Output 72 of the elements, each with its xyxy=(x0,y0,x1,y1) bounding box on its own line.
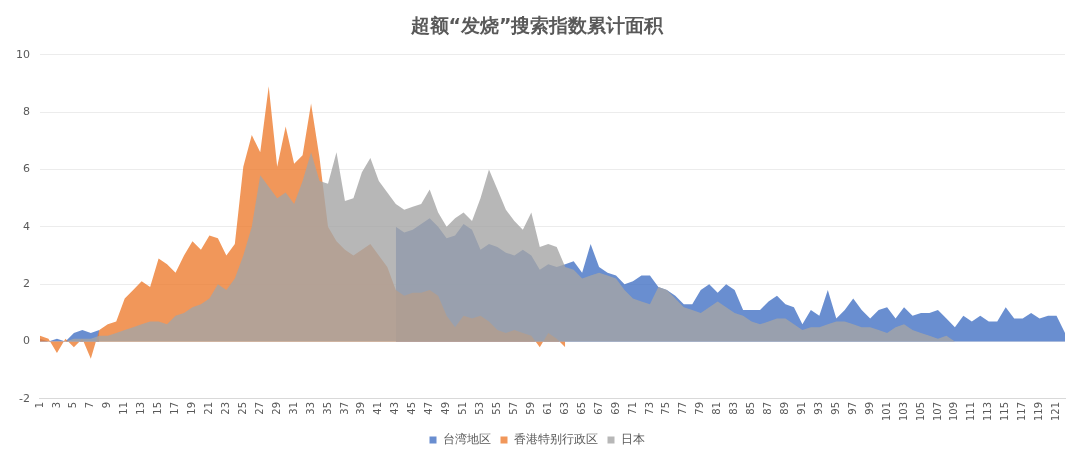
x-tick-label: 11 xyxy=(118,401,130,415)
y-tick-label: 2 xyxy=(23,277,30,291)
y-tick-label: -2 xyxy=(19,391,30,405)
x-tick-label: 117 xyxy=(1016,401,1028,422)
x-tick-label: 115 xyxy=(999,401,1011,422)
x-tick-label: 1 xyxy=(33,401,45,409)
x-tick-label: 21 xyxy=(203,401,215,415)
x-tick-label: 35 xyxy=(321,401,333,415)
x-tick-label: 53 xyxy=(474,401,486,415)
x-tick-label: 69 xyxy=(609,401,621,415)
x-tick-label: 97 xyxy=(846,401,858,415)
x-tick-label: 3 xyxy=(50,401,62,409)
x-tick-label: 81 xyxy=(711,401,723,415)
x-tick-label: 17 xyxy=(169,401,181,415)
x-tick-label: 19 xyxy=(186,401,198,415)
chart-title: 超额“发烧”搜索指数累计面积 xyxy=(409,14,665,37)
x-tick-label: 15 xyxy=(152,401,164,415)
x-tick-label: 63 xyxy=(558,401,570,415)
x-tick-label: 51 xyxy=(457,401,469,415)
x-tick-label: 23 xyxy=(219,401,231,415)
x-tick-label: 29 xyxy=(270,401,282,415)
x-tick-label: 65 xyxy=(575,401,587,415)
legend-label: 日本 xyxy=(620,432,645,447)
x-tick-label: 99 xyxy=(863,401,875,415)
x-tick-label: 107 xyxy=(931,401,943,422)
x-tick-label: 7 xyxy=(84,401,96,409)
x-tick-label: 95 xyxy=(829,401,841,415)
x-tick-label: 13 xyxy=(135,401,147,415)
x-tick-label: 103 xyxy=(897,401,909,422)
x-tick-label: 55 xyxy=(491,401,503,415)
x-tick-label: 49 xyxy=(440,401,452,415)
x-tick-label: 75 xyxy=(660,401,672,415)
x-tick-label: 91 xyxy=(795,401,807,415)
x-tick-label: 83 xyxy=(728,401,740,415)
x-tick-label: 33 xyxy=(304,401,316,415)
x-tick-label: 5 xyxy=(67,401,79,409)
x-tick-label: 111 xyxy=(965,401,977,422)
x-tick-label: 41 xyxy=(372,401,384,415)
x-tick-label: 47 xyxy=(423,401,435,415)
y-tick-label: 8 xyxy=(23,105,30,119)
x-tick-label: 25 xyxy=(236,401,248,415)
x-tick-label: 89 xyxy=(779,401,791,415)
x-tick-label: 105 xyxy=(914,401,926,422)
x-tick-label: 71 xyxy=(626,401,638,415)
x-tick-label: 113 xyxy=(982,401,994,422)
x-tick-label: 101 xyxy=(880,401,892,422)
x-tick-label: 39 xyxy=(355,401,367,415)
x-tick-label: 109 xyxy=(948,401,960,422)
y-tick-label: 10 xyxy=(16,47,30,61)
legend-label: 台湾地区 xyxy=(442,432,491,447)
x-tick-label: 31 xyxy=(287,401,299,415)
x-tick-label: 79 xyxy=(694,401,706,415)
y-tick-label: 6 xyxy=(23,162,30,176)
x-tick-label: 9 xyxy=(101,401,113,409)
legend-label: 香港特别行政区 xyxy=(513,432,598,447)
x-tick-label: 43 xyxy=(389,401,401,415)
x-tick-label: 27 xyxy=(253,401,265,415)
x-tick-label: 73 xyxy=(643,401,655,415)
x-tick-label: 93 xyxy=(812,401,824,415)
x-tick-label: 45 xyxy=(406,401,418,415)
x-tick-label: 37 xyxy=(338,401,350,415)
y-tick-label: 0 xyxy=(23,334,30,348)
x-tick-label: 61 xyxy=(541,401,553,415)
y-tick-label: 4 xyxy=(23,219,30,233)
x-tick-label: 119 xyxy=(1033,401,1045,422)
x-tick-label: 87 xyxy=(762,401,774,415)
x-tick-label: 59 xyxy=(524,401,536,415)
x-tick-label: 85 xyxy=(745,401,757,415)
x-tick-label: 121 xyxy=(1050,401,1062,422)
x-tick-label: 57 xyxy=(507,401,519,415)
x-tick-label: 67 xyxy=(592,401,604,415)
x-tick-label: 77 xyxy=(677,401,689,415)
